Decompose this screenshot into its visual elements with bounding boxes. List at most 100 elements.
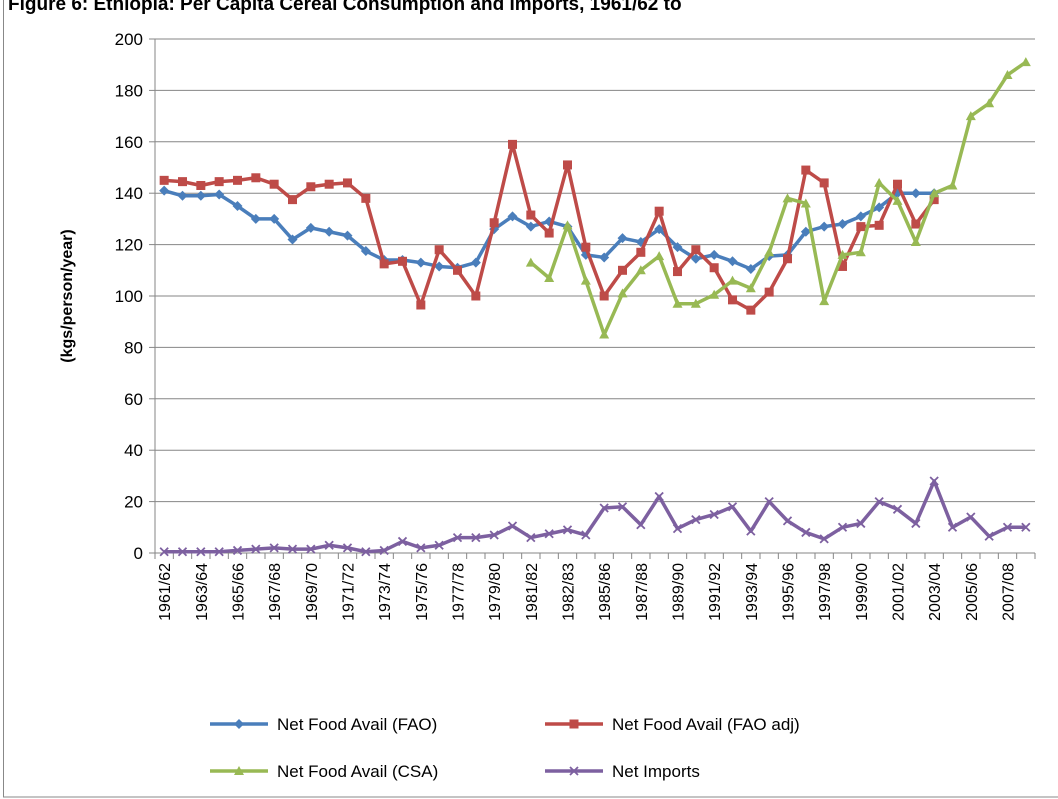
point: [910, 237, 921, 247]
point: [415, 257, 426, 268]
point: [635, 265, 646, 275]
point: [819, 296, 830, 306]
point: [214, 547, 224, 557]
point: [746, 305, 756, 315]
point: [324, 226, 335, 237]
y-tick-label: 200: [115, 30, 143, 49]
point: [764, 247, 775, 257]
legend-marker: [569, 766, 579, 776]
point: [837, 219, 848, 230]
series-line: [529, 60, 1027, 337]
point: [764, 496, 774, 507]
x-tick-label: 2005/06: [964, 563, 981, 621]
y-tick-label: 80: [124, 338, 143, 357]
x-tick-label: 1995/96: [781, 563, 798, 621]
x-tick-label: 1997/98: [817, 563, 834, 621]
point: [306, 544, 316, 554]
point: [489, 218, 499, 228]
x-tick-label: 1975/76: [414, 563, 431, 621]
point: [251, 544, 261, 554]
point: [214, 177, 224, 187]
point: [911, 518, 921, 529]
point: [690, 298, 701, 308]
x-tick-label: 1969/70: [304, 563, 321, 621]
point: [397, 536, 408, 547]
point: [489, 530, 499, 540]
point: [379, 545, 389, 556]
point: [562, 220, 573, 230]
point: [562, 525, 573, 535]
x-tick-label: 1979/80: [487, 563, 504, 621]
point: [232, 201, 243, 212]
point: [929, 476, 939, 486]
y-tick-label: 20: [124, 493, 143, 512]
point: [1002, 522, 1013, 532]
point: [782, 193, 793, 203]
point: [727, 275, 738, 285]
point: [892, 195, 903, 205]
point: [287, 544, 298, 554]
point: [764, 287, 774, 297]
x-tick-label: 1987/88: [634, 563, 651, 621]
legend-label: Net Food Avail (CSA): [277, 762, 438, 781]
point: [672, 242, 683, 253]
legend-label: Net Food Avail (FAO adj): [612, 715, 800, 734]
x-tick-label: 2003/04: [927, 563, 944, 621]
point: [342, 543, 353, 553]
point: [819, 178, 829, 188]
point: [855, 211, 866, 222]
point: [177, 547, 188, 557]
x-tick-label: 1973/74: [377, 563, 394, 621]
point: [636, 247, 646, 257]
x-tick-label: 1961/62: [157, 563, 174, 621]
y-tick-label: 40: [124, 441, 143, 460]
point: [159, 175, 169, 185]
point: [470, 257, 481, 268]
point: [672, 298, 683, 308]
point: [709, 289, 720, 299]
point: [727, 256, 738, 267]
point: [929, 195, 939, 205]
point: [525, 257, 536, 267]
point: [232, 545, 243, 556]
point: [599, 252, 610, 263]
point: [984, 98, 995, 108]
point: [617, 233, 628, 244]
point: [525, 221, 536, 232]
point: [250, 213, 261, 224]
legend-label: Net Imports: [612, 762, 700, 781]
point: [1020, 57, 1031, 67]
point: [471, 291, 481, 301]
point: [324, 179, 334, 189]
point: [269, 543, 279, 553]
point: [746, 526, 756, 536]
point: [984, 531, 994, 541]
point: [360, 246, 371, 257]
point: [874, 202, 885, 213]
point: [343, 178, 352, 188]
point: [617, 288, 628, 298]
point: [1021, 522, 1031, 532]
point: [801, 527, 811, 538]
point: [874, 496, 884, 507]
point: [800, 198, 811, 208]
point: [1002, 69, 1013, 79]
point: [728, 295, 737, 305]
point: [893, 179, 902, 189]
x-tick-label: 1965/66: [231, 563, 248, 621]
y-tick-label: 100: [115, 287, 143, 306]
point: [618, 265, 627, 275]
point: [580, 275, 591, 285]
point: [305, 222, 316, 233]
point: [672, 523, 683, 534]
point: [324, 540, 334, 550]
point: [673, 267, 682, 277]
point: [159, 185, 170, 196]
point: [196, 180, 206, 190]
legend-marker: [569, 719, 579, 729]
point: [287, 234, 298, 245]
x-tick-label: 1991/92: [707, 563, 724, 621]
y-tick-label: 140: [115, 184, 143, 203]
